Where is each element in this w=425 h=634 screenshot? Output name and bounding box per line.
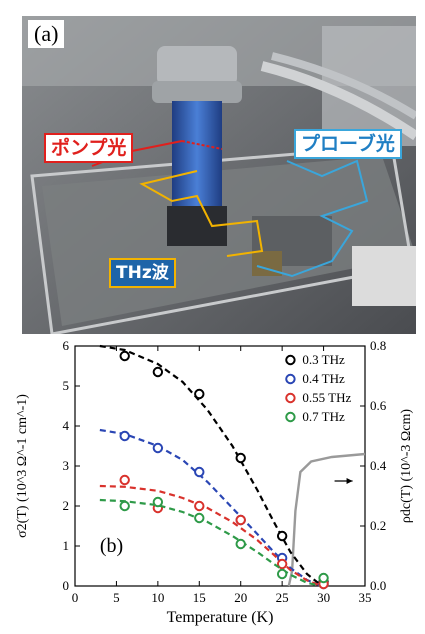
- y-left-axis-label: σ2(T) (10^3 Ω^-1 cm^-1): [15, 394, 30, 538]
- data-point: [119, 500, 130, 512]
- legend-marker: [285, 411, 296, 423]
- y-left-tick-label: 4: [63, 418, 70, 433]
- y-right-tick-label: 0.6: [370, 398, 387, 413]
- thz-wave-label: THz波: [109, 258, 176, 288]
- data-point: [119, 474, 130, 486]
- y-left-tick-label: 6: [63, 340, 70, 353]
- y-left-tick-label: 5: [63, 378, 70, 393]
- x-tick-label: 30: [317, 590, 330, 605]
- y-right-tick-label: 0.4: [370, 458, 387, 473]
- x-tick-label: 25: [276, 590, 289, 605]
- data-point: [276, 568, 288, 580]
- right-axis-arrowhead: [346, 478, 353, 484]
- data-point: [152, 366, 164, 378]
- conductivity-chart: 0 5 10 15 20 25 30 35 0 1 2 3 4 5 6 0.0 0.2 0.4 0.6 0.8 Temp…: [15, 340, 414, 626]
- y-right-tick-label: 0.2: [370, 518, 386, 533]
- data-point: [119, 350, 130, 362]
- data-point: [119, 430, 130, 442]
- data-point: [152, 442, 164, 454]
- y-right-axis-label: ρdc(T) (10^-3 Ωcm): [399, 409, 414, 523]
- x-tick-label: 5: [113, 590, 120, 605]
- pump-light-label: ポンプ光: [44, 133, 134, 163]
- data-point: [194, 466, 205, 478]
- panel-label-b: (b): [100, 535, 123, 557]
- legend-entry: 0.55 THz: [302, 390, 351, 405]
- data-point: [194, 500, 205, 512]
- fit-curve-0: [99, 344, 321, 585]
- x-tick-label: 0: [72, 590, 79, 605]
- data-point: [235, 452, 246, 464]
- legend-marker: [285, 373, 296, 385]
- resistivity-curve: [287, 452, 366, 587]
- apparatus-illustration: [22, 16, 416, 334]
- legend-entry: 0.4 THz: [302, 371, 345, 386]
- legend-marker: [285, 354, 296, 366]
- x-tick-label: 35: [359, 590, 372, 605]
- data-point: [276, 558, 288, 570]
- y-left-tick-label: 0: [63, 578, 70, 593]
- data-point: [235, 538, 246, 550]
- legend-marker: [285, 392, 296, 404]
- legend-entry: 0.7 THz: [302, 409, 345, 424]
- probe-light-label: プローブ光: [294, 129, 402, 159]
- fit-curve-3: [99, 498, 320, 587]
- data-point: [152, 496, 164, 508]
- x-axis-label: Temperature (K): [167, 609, 274, 626]
- x-tick-label: 15: [193, 590, 206, 605]
- data-point: [318, 572, 329, 584]
- panel-label-a: (a): [28, 20, 65, 48]
- data-point: [276, 530, 288, 542]
- data-point: [194, 388, 205, 400]
- y-left-tick-label: 1: [63, 538, 70, 553]
- x-tick-label: 10: [151, 590, 164, 605]
- data-point: [194, 512, 205, 524]
- apparatus-photo: (a) ポンプ光 プローブ光 THz波: [22, 16, 416, 334]
- x-tick-label: 20: [234, 590, 247, 605]
- y-right-tick-label: 0.8: [370, 340, 386, 353]
- fit-curve-2: [99, 484, 320, 587]
- data-point: [235, 514, 246, 526]
- y-right-tick-label: 0.0: [370, 578, 386, 593]
- y-left-tick-label: 3: [63, 458, 70, 473]
- y-left-tick-label: 2: [63, 498, 70, 513]
- legend-entry: 0.3 THz: [302, 352, 345, 367]
